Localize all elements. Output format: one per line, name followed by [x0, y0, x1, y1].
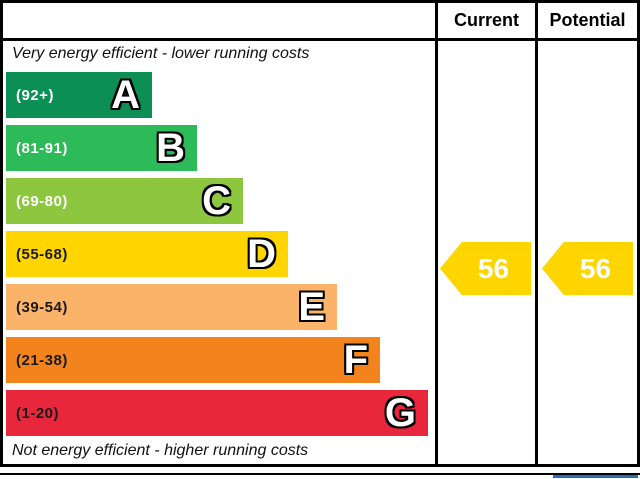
band-bar-g: (1-20) G: [6, 390, 428, 436]
bottom-note: Not energy efficient - higher running co…: [12, 442, 309, 459]
top-note: Very energy efficient - lower running co…: [12, 45, 310, 62]
band-a-letter: A: [111, 73, 140, 117]
band-bar-f: (21-38) F: [6, 337, 380, 383]
band-bar-e: (39-54) E: [6, 284, 337, 330]
band-g-range-label: (1-20): [16, 404, 60, 422]
rating-bands: (92+) A (81-91) B (69-80) C (55-68) D (3…: [6, 72, 428, 436]
band-d-letter: D: [247, 232, 276, 276]
band-c-letter: C: [202, 179, 231, 223]
band-e-range-label: (39-54): [16, 298, 68, 316]
band-e-letter: E: [298, 285, 325, 329]
potential-column-header: Potential: [549, 9, 626, 30]
divider-rating-current: [435, 0, 438, 467]
current-rating-value: 56: [477, 252, 510, 284]
current-column-header: Current: [453, 9, 519, 30]
divider-current-potential: [535, 0, 538, 467]
current-rating-arrow: 56: [440, 242, 531, 295]
band-d-range-label: (55-68): [16, 245, 68, 263]
potential-rating-arrow: 56: [542, 242, 633, 295]
band-bar-b: (81-91) B: [6, 125, 197, 171]
band-b-range-label: (81-91): [16, 139, 68, 157]
chart-table-frame: [0, 0, 640, 467]
band-g-letter: G: [384, 391, 416, 435]
blue-strip: [553, 475, 638, 478]
band-c-range-label: (69-80): [16, 192, 68, 210]
band-f-range-label: (21-38): [16, 351, 68, 369]
band-bar-c: (69-80) C: [6, 178, 243, 224]
band-b-letter: B: [156, 126, 185, 170]
potential-rating-value: 56: [579, 252, 612, 284]
band-bar-a: (92+) A: [6, 72, 152, 118]
header-divider: [0, 38, 640, 41]
band-f-letter: F: [343, 338, 368, 382]
next-section-top-border: [0, 473, 640, 475]
band-bar-d: (55-68) D: [6, 231, 288, 277]
band-a-range-label: (92+): [16, 86, 54, 104]
